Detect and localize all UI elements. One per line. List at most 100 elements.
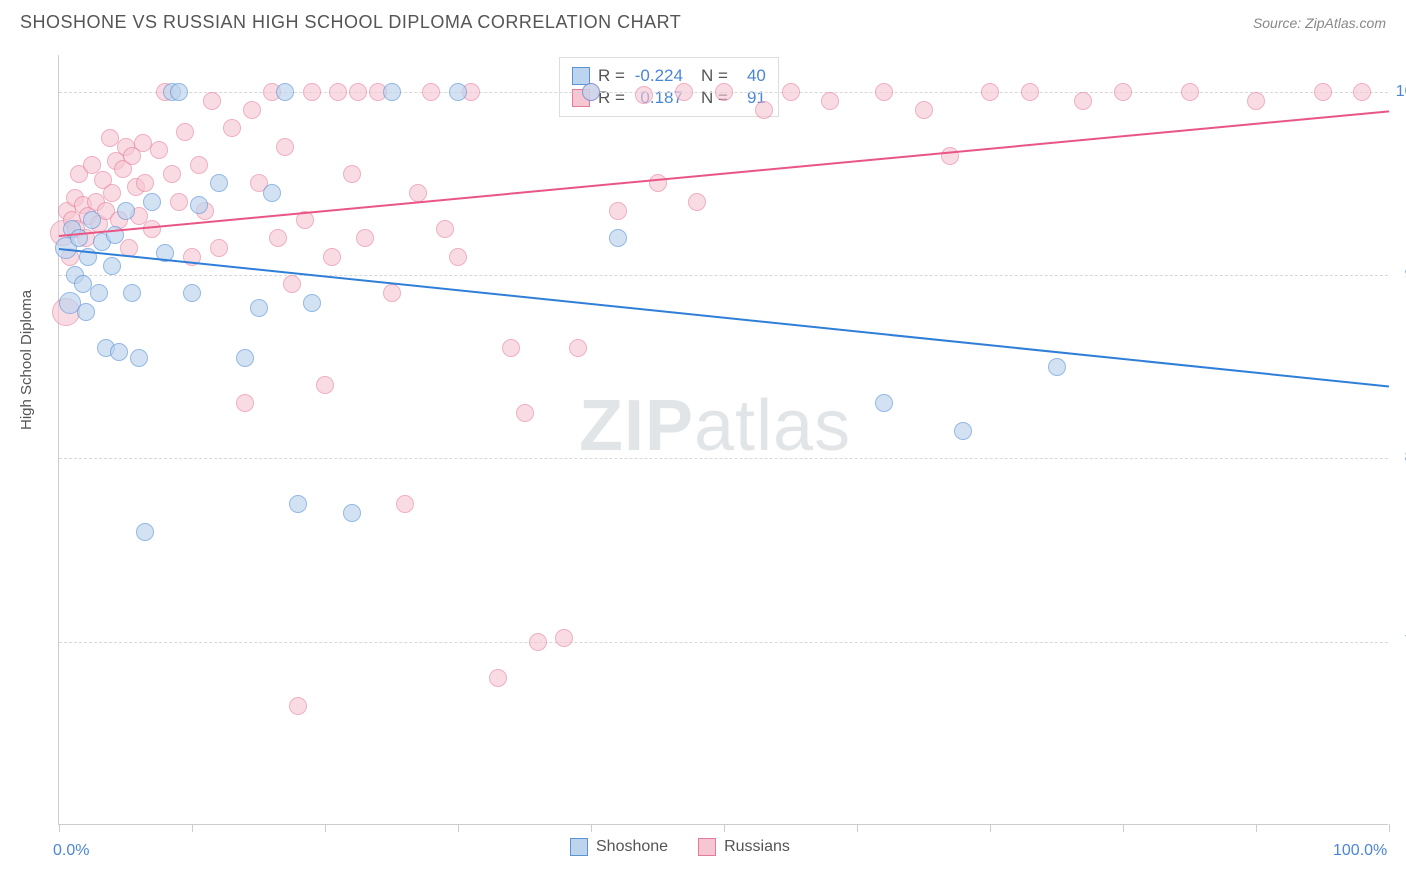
data-point <box>1353 83 1371 101</box>
x-tick <box>591 824 592 832</box>
data-point <box>555 629 573 647</box>
data-point <box>269 229 287 247</box>
x-tick <box>1256 824 1257 832</box>
data-point <box>954 422 972 440</box>
watermark-bold: ZIP <box>579 386 694 466</box>
data-point <box>183 284 201 302</box>
stats-row: R =-0.224N =40 <box>572 66 766 86</box>
n-value: 40 <box>736 66 766 86</box>
data-point <box>396 495 414 513</box>
data-point <box>117 202 135 220</box>
data-point <box>715 83 733 101</box>
legend-label: Russians <box>724 838 790 856</box>
data-point <box>609 229 627 247</box>
x-tick <box>857 824 858 832</box>
data-point <box>110 343 128 361</box>
data-point <box>609 202 627 220</box>
data-point <box>243 101 261 119</box>
data-point <box>323 248 341 266</box>
x-tick <box>724 824 725 832</box>
data-point <box>1048 358 1066 376</box>
chart-source: Source: ZipAtlas.com <box>1253 15 1386 31</box>
data-point <box>582 83 600 101</box>
x-tick <box>192 824 193 832</box>
legend-label: Shoshone <box>596 838 668 856</box>
data-point <box>343 504 361 522</box>
data-point <box>383 83 401 101</box>
data-point <box>170 193 188 211</box>
data-point <box>449 83 467 101</box>
data-point <box>163 165 181 183</box>
scatter-chart: ZIPatlas R =-0.224N =40R =0.187N =91 70.… <box>58 55 1388 825</box>
gridline <box>59 275 1388 276</box>
data-point <box>150 141 168 159</box>
x-tick <box>1389 824 1390 832</box>
data-point <box>449 248 467 266</box>
data-point <box>316 376 334 394</box>
x-tick <box>325 824 326 832</box>
data-point <box>569 339 587 357</box>
data-point <box>1114 83 1132 101</box>
data-point <box>176 123 194 141</box>
data-point <box>143 193 161 211</box>
data-point <box>349 83 367 101</box>
legend-item: Shoshone <box>570 838 668 856</box>
x-tick <box>59 824 60 832</box>
data-point <box>489 669 507 687</box>
data-point <box>276 138 294 156</box>
data-point <box>1314 83 1332 101</box>
x-tick <box>458 824 459 832</box>
data-point <box>875 394 893 412</box>
data-point <box>409 184 427 202</box>
data-point <box>436 220 454 238</box>
r-value: -0.224 <box>633 66 683 86</box>
y-axis-label: High School Diploma <box>18 290 35 430</box>
data-point <box>649 174 667 192</box>
data-point <box>289 697 307 715</box>
data-point <box>103 184 121 202</box>
data-point <box>502 339 520 357</box>
data-point <box>170 83 188 101</box>
data-point <box>981 83 999 101</box>
watermark-rest: atlas <box>694 386 851 466</box>
watermark: ZIPatlas <box>579 385 851 467</box>
x-tick <box>990 824 991 832</box>
data-point <box>276 83 294 101</box>
data-point <box>343 165 361 183</box>
data-point <box>383 284 401 302</box>
data-point <box>289 495 307 513</box>
data-point <box>1247 92 1265 110</box>
x-tick <box>1123 824 1124 832</box>
data-point <box>210 239 228 257</box>
data-point <box>123 284 141 302</box>
data-point <box>303 83 321 101</box>
data-point <box>236 394 254 412</box>
data-point <box>422 83 440 101</box>
data-point <box>77 303 95 321</box>
data-point <box>303 294 321 312</box>
data-point <box>755 101 773 119</box>
data-point <box>210 174 228 192</box>
data-point <box>136 174 154 192</box>
r-label: R = <box>598 66 625 86</box>
data-point <box>635 86 653 104</box>
data-point <box>130 349 148 367</box>
data-point <box>356 229 374 247</box>
gridline <box>59 458 1388 459</box>
data-point <box>190 156 208 174</box>
gridline <box>59 642 1388 643</box>
data-point <box>529 633 547 651</box>
data-point <box>236 349 254 367</box>
data-point <box>136 523 154 541</box>
data-point <box>223 119 241 137</box>
data-point <box>103 257 121 275</box>
data-point <box>83 211 101 229</box>
data-point <box>875 83 893 101</box>
data-point <box>1074 92 1092 110</box>
data-point <box>915 101 933 119</box>
data-point <box>263 184 281 202</box>
data-point <box>1021 83 1039 101</box>
data-point <box>821 92 839 110</box>
x-tick-label: 0.0% <box>53 842 89 860</box>
data-point <box>203 92 221 110</box>
